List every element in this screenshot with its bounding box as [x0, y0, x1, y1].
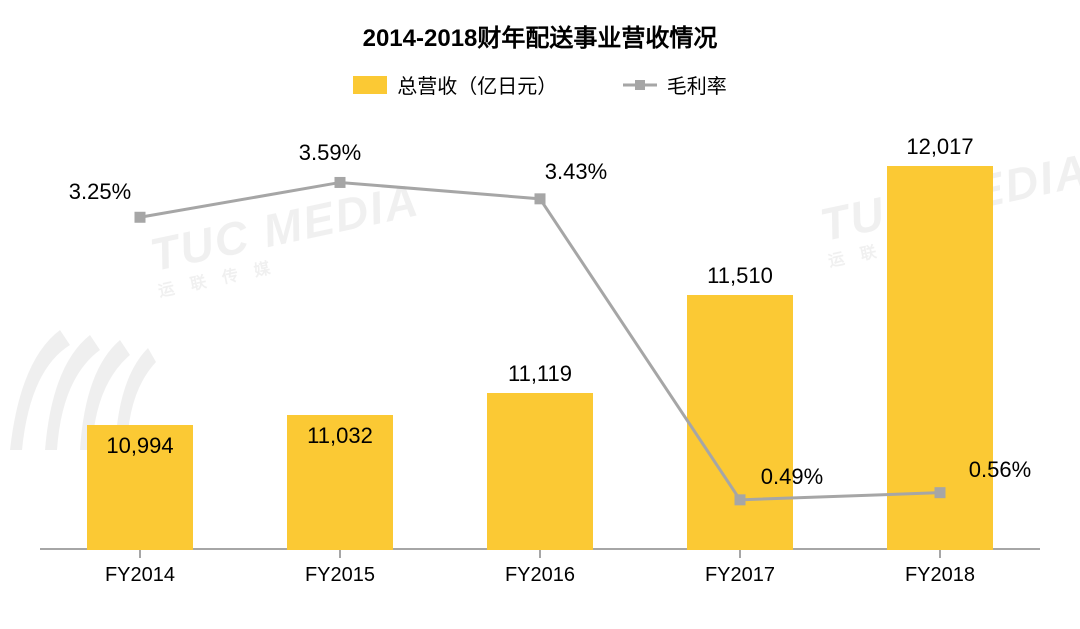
line-value-label: 3.25%: [69, 179, 131, 205]
legend-bar-label: 总营收（亿日元）: [397, 70, 557, 99]
legend-swatch-bar: [353, 76, 387, 94]
x-tick: [739, 550, 741, 558]
line-value-label: 0.49%: [761, 464, 823, 490]
chart-root: TUC MEDIA 运 联 传 媒 TUC MEDIA 运 联 传 媒 2014…: [0, 0, 1080, 629]
legend-swatch-line: [623, 76, 657, 94]
line-value-label: 3.59%: [299, 140, 361, 166]
chart-title: 2014-2018财年配送事业营收情况: [0, 18, 1080, 53]
x-tick: [939, 550, 941, 558]
plot-area: 10,994FY201411,032FY201511,119FY201611,5…: [40, 120, 1040, 550]
x-tick-label: FY2015: [305, 564, 375, 587]
line-series: [40, 120, 1040, 550]
x-tick: [539, 550, 541, 558]
legend-item-bar: 总营收（亿日元）: [353, 70, 557, 99]
legend-item-line: 毛利率: [623, 70, 727, 99]
x-tick-label: FY2016: [505, 564, 575, 587]
x-tick: [339, 550, 341, 558]
legend-line-label: 毛利率: [667, 70, 727, 99]
line-value-label: 0.56%: [969, 457, 1031, 483]
x-tick-label: FY2014: [105, 564, 175, 587]
x-tick-label: FY2018: [905, 564, 975, 587]
legend: 总营收（亿日元） 毛利率: [0, 70, 1080, 100]
line-value-label: 3.43%: [545, 159, 607, 185]
x-tick-label: FY2017: [705, 564, 775, 587]
legend-line-marker: [635, 80, 645, 90]
x-tick: [139, 550, 141, 558]
